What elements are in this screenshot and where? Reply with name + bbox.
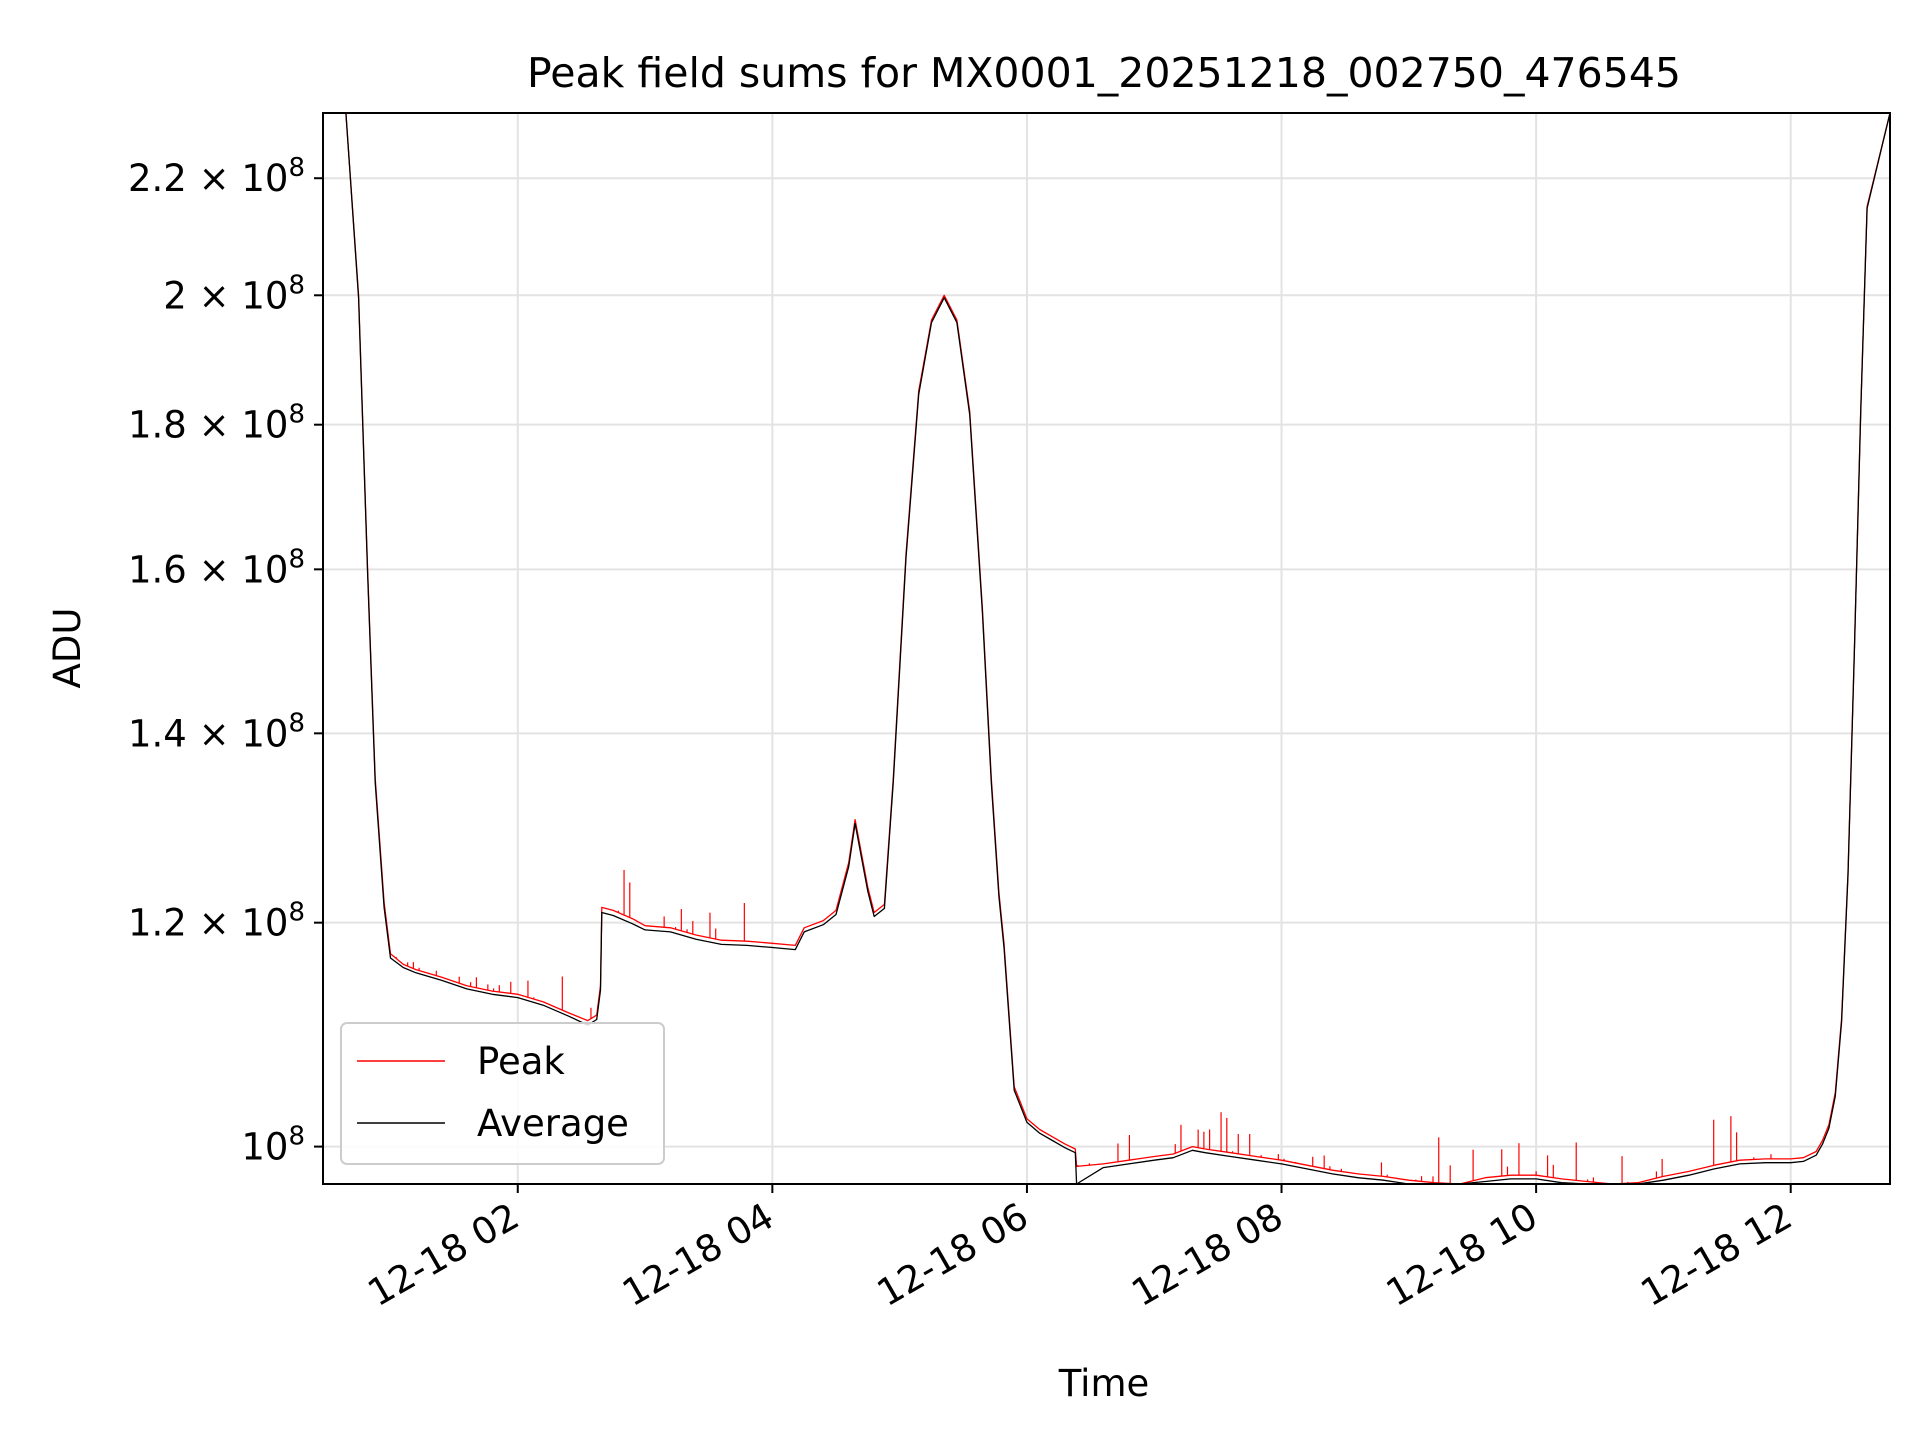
y-tick-label: 108 [241, 1122, 305, 1169]
y-axis-ticks: 108 1.2 × 108 1.4 × 108 1.6 × 108 1.8 × 108 2… [128, 153, 323, 1169]
y-tick-label: 2.2 × 108 [128, 153, 305, 200]
y-tick-label: 2 × 108 [163, 270, 305, 317]
legend-box [340, 1022, 665, 1165]
y-tick-label: 1.6 × 108 [128, 544, 305, 591]
plot-area [322, 112, 1891, 1185]
y-tick-label: 1.8 × 108 [128, 400, 305, 447]
y-axis-label: ADU [46, 608, 89, 689]
axes-background [323, 113, 1890, 1184]
grid [323, 113, 1890, 1184]
y-tick-label: 1.2 × 108 [128, 898, 305, 945]
x-axis-label: Time [1058, 1362, 1150, 1405]
legend-label-average: Average [477, 1102, 629, 1145]
legend: Peak Average [340, 1022, 665, 1165]
chart-title: Peak field sums for MX0001_20251218_0027… [527, 49, 1681, 97]
legend-label-peak: Peak [477, 1040, 565, 1083]
y-tick-label: 1.4 × 108 [128, 708, 305, 755]
axes-frame [322, 112, 1891, 1185]
noise-spikes [395, 869, 1778, 1184]
